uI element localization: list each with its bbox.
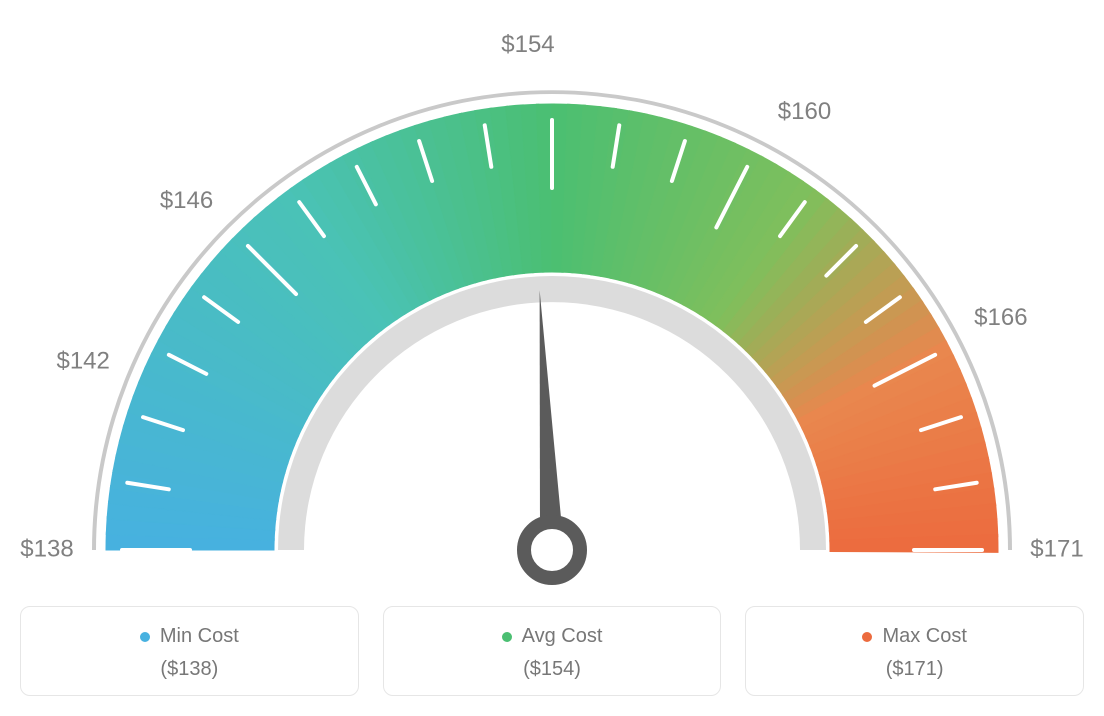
legend-card-max: Max Cost ($171) <box>745 606 1084 696</box>
gauge-tick-label: $138 <box>20 535 73 562</box>
legend-max-value: ($171) <box>756 658 1073 681</box>
gauge-tick-label: $160 <box>778 98 831 125</box>
gauge-chart: $138 $142 $146 $154 $160 $166 $171 <box>20 20 1084 590</box>
gauge-area: $138 $142 $146 $154 $160 $166 $171 <box>20 20 1084 590</box>
legend-min-value: ($138) <box>31 658 348 681</box>
legend-card-min: Min Cost ($138) <box>20 606 359 696</box>
legend-avg-title: Avg Cost <box>502 625 603 648</box>
legend-row: Min Cost ($138) Avg Cost ($154) Max Cost… <box>20 606 1084 696</box>
gauge-tick-label: $171 <box>1030 535 1083 562</box>
max-dot-icon <box>862 632 872 642</box>
gauge-tick-label: $154 <box>501 31 554 58</box>
gauge-needle <box>540 290 564 550</box>
gauge-tick-label: $166 <box>974 304 1027 331</box>
legend-card-avg: Avg Cost ($154) <box>383 606 722 696</box>
gauge-tick-label: $142 <box>56 348 109 375</box>
gauge-tick-label: $146 <box>160 187 213 214</box>
legend-max-label: Max Cost <box>882 625 966 648</box>
cost-gauge-widget: $138 $142 $146 $154 $160 $166 $171 Min Cost ($… <box>20 20 1084 696</box>
min-dot-icon <box>140 632 150 642</box>
legend-min-title: Min Cost <box>140 625 239 648</box>
legend-avg-value: ($154) <box>394 658 711 681</box>
legend-min-label: Min Cost <box>160 625 239 648</box>
legend-avg-label: Avg Cost <box>522 625 603 648</box>
legend-max-title: Max Cost <box>862 625 966 648</box>
avg-dot-icon <box>502 632 512 642</box>
